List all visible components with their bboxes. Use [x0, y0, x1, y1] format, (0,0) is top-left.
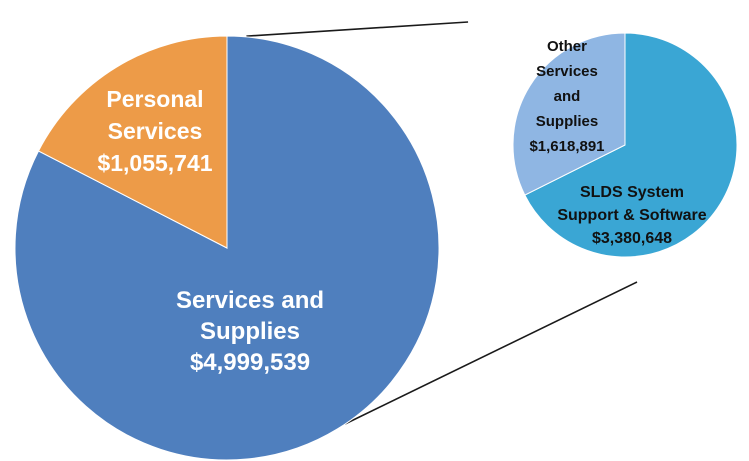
label-other-services-and-supplies-line: Other: [547, 38, 587, 55]
breakdown-pie: [512, 32, 738, 258]
label-other-services-and-supplies-line: and: [554, 88, 581, 105]
connector-lines: [246, 21, 638, 425]
main-pie: [14, 35, 440, 461]
label-personal-services-line: Services: [108, 118, 203, 144]
label-personal-services-amount: $1,055,741: [97, 150, 212, 176]
label-personal-services: Personal Services $1,055,741: [97, 86, 212, 176]
label-slds-system-support-amount: $3,380,648: [592, 230, 672, 247]
slice-other-services-and-supplies: [512, 32, 626, 196]
label-personal-services-line: Personal: [106, 86, 203, 112]
label-other-services-and-supplies: Other Services and Supplies $1,618,891: [529, 38, 604, 155]
slice-labels: Services and Supplies $4,999,539 Personal Se…: [97, 38, 706, 376]
label-slds-system-support: SLDS System Support & Software $3,380,648: [557, 184, 706, 247]
label-services-and-supplies-line: Services and: [176, 287, 324, 314]
label-services-and-supplies-line: Supplies: [200, 318, 300, 345]
label-other-services-and-supplies-amount: $1,618,891: [529, 138, 604, 155]
label-services-and-supplies-amount: $4,999,539: [190, 349, 310, 376]
label-other-services-and-supplies-line: Supplies: [536, 113, 599, 130]
connector-line-top: [246, 21, 469, 37]
label-other-services-and-supplies-line: Services: [536, 63, 598, 80]
connector-line-bottom: [344, 281, 638, 425]
label-services-and-supplies: Services and Supplies $4,999,539: [176, 287, 324, 376]
slice-slds-system-support: [524, 32, 738, 258]
slice-personal-services: [37, 35, 228, 249]
label-slds-system-support-line: Support & Software: [557, 207, 706, 224]
label-slds-system-support-line: SLDS System: [580, 184, 684, 201]
